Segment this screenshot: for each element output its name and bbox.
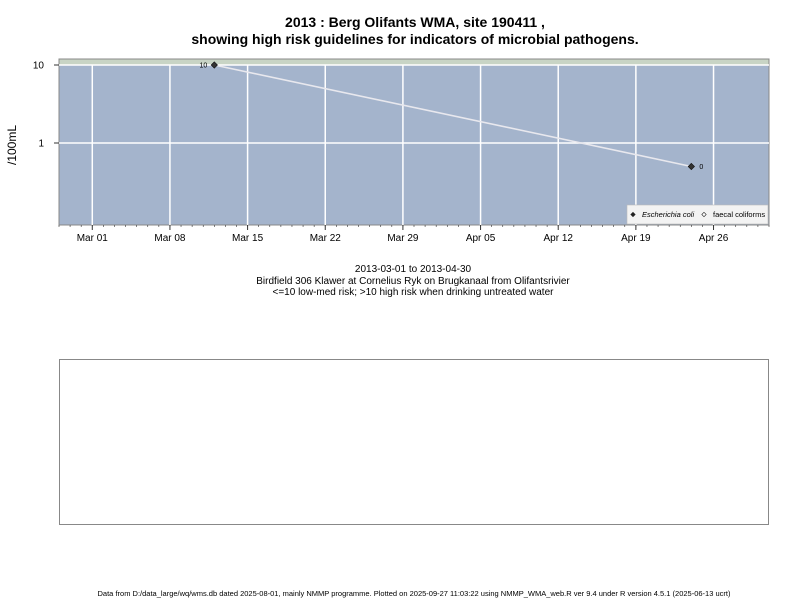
x-tick-label: Mar 15: [232, 233, 264, 244]
legend-filled-diamond-marker: [630, 211, 636, 218]
guideline-band: [59, 59, 769, 65]
data-point: [210, 61, 218, 69]
x-tick-label: Apr 12: [543, 233, 573, 244]
plot-background: [58, 58, 770, 226]
data-label: 0: [699, 164, 703, 171]
date-range-caption: 2013-03-01 to 2013-04-30: [354, 264, 472, 275]
chart-subtitle: showing high risk guidelines for indicat…: [191, 31, 639, 47]
x-tick-label: Apr 26: [699, 233, 729, 244]
legend-entry-label: Escherichia coli: [642, 210, 694, 219]
legend-entry-label: faecal coliforms: [713, 210, 765, 219]
footer-note: Data from D:/data_large/wq/wms.db dated …: [97, 589, 731, 598]
y-tick-label: 10: [33, 61, 45, 72]
x-tick-label: Apr 05: [466, 233, 496, 244]
legend-open-diamond-marker: [701, 211, 707, 218]
chart-title: 2013 : Berg Olifants WMA, site 190411 ,: [285, 14, 545, 30]
legend-box: [626, 204, 769, 225]
x-tick-label: Mar 22: [310, 233, 342, 244]
x-tick-label: Mar 01: [77, 233, 109, 244]
data-point: [687, 162, 695, 171]
y-tick-label: 1: [38, 139, 44, 150]
risk-note-caption: <=10 low-med risk; >10 high risk when dr…: [272, 287, 554, 298]
empty-plot-panel: [59, 359, 769, 525]
site-description-caption: Birdfield 306 Klawer at Cornelius Ryk on…: [256, 276, 570, 287]
series-line: [214, 64, 692, 168]
data-label: 10: [200, 63, 208, 70]
chart-svg: 1 10 Mar 01 Mar 08 Mar 15 Mar 22 Mar 29 Apr 05 A…: [33, 58, 770, 244]
x-tick-label: Mar 29: [387, 233, 419, 244]
x-tick-label: Apr 19: [621, 233, 651, 244]
x-tick-label: Mar 08: [154, 233, 186, 244]
